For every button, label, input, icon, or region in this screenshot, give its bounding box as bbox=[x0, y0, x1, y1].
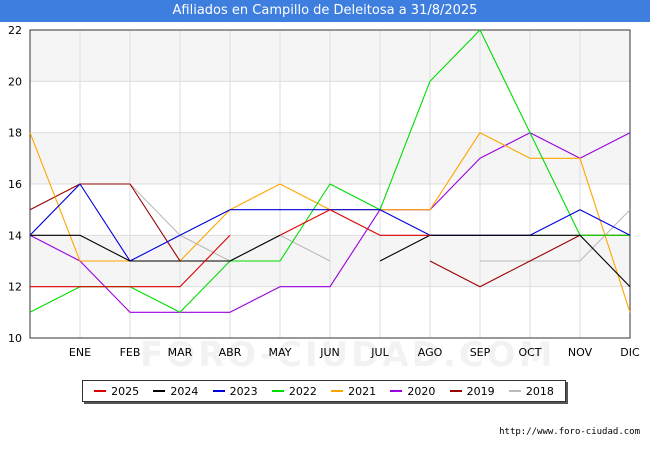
y-tick-label: 22 bbox=[8, 24, 22, 37]
x-tick-label: JUL bbox=[370, 346, 389, 359]
x-tick-label: DIC bbox=[620, 346, 640, 359]
y-tick-label: 14 bbox=[8, 229, 22, 242]
x-tick-label: MAY bbox=[269, 346, 292, 359]
series-line-2025 bbox=[30, 234, 231, 288]
legend-item-2023: 2023 bbox=[212, 384, 258, 398]
series-line-2025 bbox=[279, 209, 430, 236]
footer-url: http://www.foro-ciudad.com bbox=[499, 427, 640, 437]
legend-item-2018: 2018 bbox=[508, 384, 554, 398]
legend-swatch bbox=[271, 390, 284, 392]
legend-label: 2018 bbox=[525, 384, 554, 398]
y-tick-label: 16 bbox=[8, 178, 22, 191]
y-tick-label: 20 bbox=[8, 75, 22, 88]
legend-item-2025: 2025 bbox=[94, 385, 139, 398]
x-tick-label: ABR bbox=[219, 346, 242, 359]
legend-swatch bbox=[449, 390, 462, 392]
legend-item-2022: 2022 bbox=[271, 384, 317, 398]
x-tick-label: ENE bbox=[69, 346, 91, 359]
legend-swatch bbox=[331, 390, 344, 392]
legend-item-2019: 2019 bbox=[449, 384, 495, 398]
legend-label: 2023 bbox=[229, 384, 258, 398]
y-tick-label: 10 bbox=[8, 332, 22, 345]
plot-frame bbox=[29, 29, 631, 339]
legend-label: 2022 bbox=[288, 384, 317, 398]
x-tick-label: SEP bbox=[470, 346, 491, 359]
legend-label: 2019 bbox=[466, 384, 495, 398]
y-tick-label: 12 bbox=[8, 281, 22, 294]
legend-item-2024: 2024 bbox=[153, 385, 198, 398]
x-tick-label: FEB bbox=[120, 346, 141, 359]
series-line-2024 bbox=[379, 234, 631, 288]
legend-label: 2024 bbox=[170, 384, 199, 398]
legend-label: 2020 bbox=[407, 384, 436, 398]
legend-label: 2021 bbox=[348, 384, 377, 398]
legend-swatch bbox=[153, 390, 166, 392]
x-tick-label: MAR bbox=[168, 346, 193, 359]
legend-swatch bbox=[94, 390, 107, 392]
x-tick-label: JUN bbox=[319, 346, 340, 359]
legend-swatch bbox=[212, 390, 225, 392]
legend-item-2020: 2020 bbox=[390, 385, 435, 398]
x-tick-label: OCT bbox=[518, 346, 541, 359]
x-tick-label: AGO bbox=[418, 346, 443, 359]
series-line-2024 bbox=[30, 234, 281, 262]
x-tick-label: NOV bbox=[568, 346, 593, 359]
legend-swatch bbox=[508, 390, 521, 392]
y-tick-label: 18 bbox=[8, 127, 22, 140]
legend-item-2021: 2021 bbox=[331, 385, 376, 398]
legend: 2025 2024 2023 2022 2021 2020 2019 2018 bbox=[82, 380, 566, 402]
legend-label: 2025 bbox=[111, 384, 140, 398]
chart-title: Afiliados en Campillo de Deleitosa a 31/… bbox=[0, 0, 650, 22]
legend-swatch bbox=[390, 390, 403, 392]
